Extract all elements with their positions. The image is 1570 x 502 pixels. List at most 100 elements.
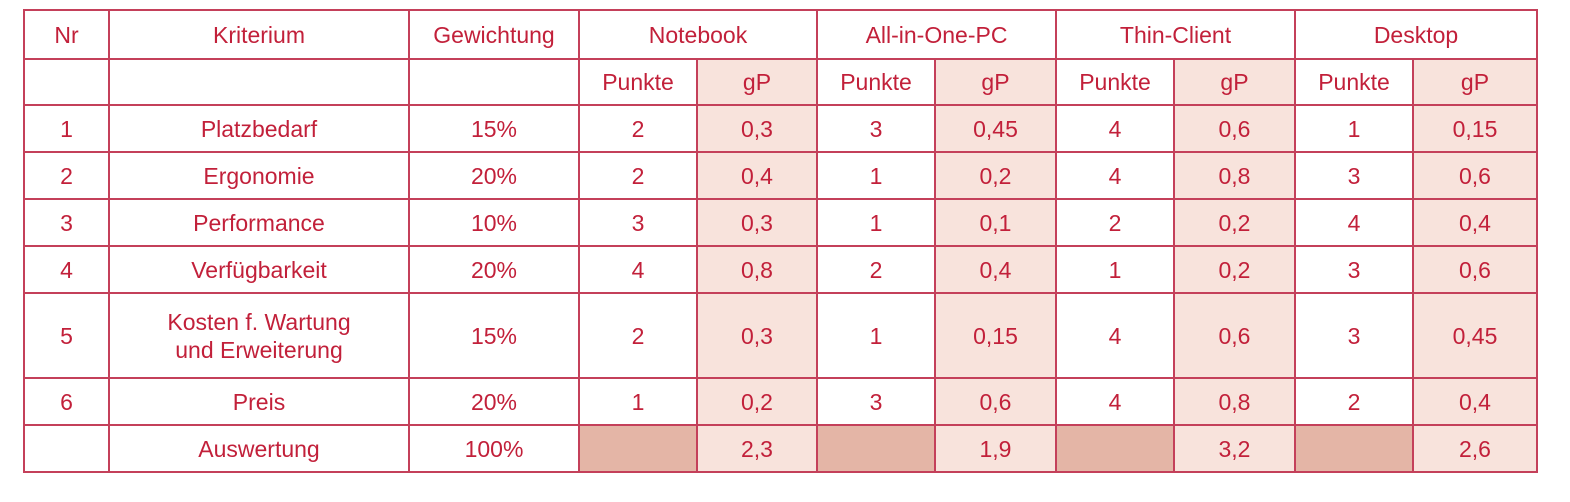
cell-gp: 0,15 bbox=[1412, 104, 1538, 153]
subheader-row: Punkte gP Punkte gP Punkte gP Punkte gP bbox=[23, 58, 1538, 106]
cell-punkte: 4 bbox=[1294, 198, 1414, 247]
row-gewichtung: 15% bbox=[408, 104, 580, 153]
cell-punkte: 2 bbox=[1294, 377, 1414, 426]
total-nr-empty bbox=[23, 424, 110, 473]
cell-punkte: 3 bbox=[578, 198, 698, 247]
total-gp: 3,2 bbox=[1173, 424, 1296, 473]
row-gewichtung: 10% bbox=[408, 198, 580, 247]
total-gp: 2,6 bbox=[1412, 424, 1538, 473]
subheader-punkte: Punkte bbox=[578, 58, 698, 106]
cell-gp: 0,15 bbox=[934, 292, 1057, 379]
cell-punkte: 1 bbox=[816, 198, 936, 247]
subheader-gp: gP bbox=[696, 58, 818, 106]
cell-punkte: 4 bbox=[1055, 377, 1175, 426]
row-gewichtung: 15% bbox=[408, 292, 580, 379]
header-option-all-in-one: All-in-One-PC bbox=[816, 9, 1057, 60]
row-gewichtung: 20% bbox=[408, 377, 580, 426]
header-nr: Nr bbox=[23, 9, 110, 60]
row-kriterium: Verfügbarkeit bbox=[108, 245, 410, 294]
row-kriterium: Platzbedarf bbox=[108, 104, 410, 153]
subheader-gp: gP bbox=[1173, 58, 1296, 106]
cell-gp: 0,2 bbox=[1173, 245, 1296, 294]
subheader-punkte: Punkte bbox=[1294, 58, 1414, 106]
row-kriterium: Kosten f. Wartung und Erweiterung bbox=[108, 292, 410, 379]
subheader-empty bbox=[408, 58, 580, 106]
subheader-punkte: Punkte bbox=[816, 58, 936, 106]
total-punkte-empty bbox=[1055, 424, 1175, 473]
cell-punkte: 4 bbox=[1055, 292, 1175, 379]
cell-punkte: 2 bbox=[578, 151, 698, 200]
total-gp: 1,9 bbox=[934, 424, 1057, 473]
cell-punkte: 2 bbox=[578, 104, 698, 153]
total-punkte-empty bbox=[578, 424, 698, 473]
cell-gp: 0,3 bbox=[696, 198, 818, 247]
cell-gp: 0,45 bbox=[934, 104, 1057, 153]
cell-punkte: 1 bbox=[578, 377, 698, 426]
header-row: Nr Kriterium Gewichtung Notebook All-in-… bbox=[23, 9, 1538, 60]
cell-gp: 0,8 bbox=[696, 245, 818, 294]
table-row: 1 Platzbedarf 15% 2 0,3 3 0,45 4 0,6 1 0… bbox=[23, 104, 1538, 153]
cell-gp: 0,4 bbox=[696, 151, 818, 200]
cell-gp: 0,8 bbox=[1173, 377, 1296, 426]
header-option-desktop: Desktop bbox=[1294, 9, 1538, 60]
row-gewichtung: 20% bbox=[408, 151, 580, 200]
cell-gp: 0,2 bbox=[1173, 198, 1296, 247]
row-kriterium: Ergonomie bbox=[108, 151, 410, 200]
cell-gp: 0,1 bbox=[934, 198, 1057, 247]
cell-gp: 0,6 bbox=[934, 377, 1057, 426]
cell-gp: 0,4 bbox=[1412, 198, 1538, 247]
row-kriterium-line1: Kosten f. Wartung bbox=[167, 308, 351, 335]
cell-punkte: 1 bbox=[816, 151, 936, 200]
table-wrapper: Nr Kriterium Gewichtung Notebook All-in-… bbox=[23, 9, 1538, 473]
table-row: 2 Ergonomie 20% 2 0,4 1 0,2 4 0,8 3 0,6 bbox=[23, 151, 1538, 200]
cell-gp: 0,6 bbox=[1173, 292, 1296, 379]
cell-gp: 0,45 bbox=[1412, 292, 1538, 379]
cell-punkte: 3 bbox=[1294, 245, 1414, 294]
row-kriterium-line2: und Erweiterung bbox=[175, 336, 343, 363]
cell-gp: 0,4 bbox=[1412, 377, 1538, 426]
row-nr: 3 bbox=[23, 198, 110, 247]
cell-punkte: 3 bbox=[816, 104, 936, 153]
cell-punkte: 1 bbox=[1294, 104, 1414, 153]
row-gewichtung: 20% bbox=[408, 245, 580, 294]
decision-matrix-table: Nr Kriterium Gewichtung Notebook All-in-… bbox=[23, 9, 1538, 473]
cell-gp: 0,8 bbox=[1173, 151, 1296, 200]
subheader-punkte: Punkte bbox=[1055, 58, 1175, 106]
row-kriterium: Performance bbox=[108, 198, 410, 247]
row-nr: 4 bbox=[23, 245, 110, 294]
total-punkte-empty bbox=[1294, 424, 1414, 473]
subheader-gp: gP bbox=[1412, 58, 1538, 106]
row-nr: 1 bbox=[23, 104, 110, 153]
header-option-thin-client: Thin-Client bbox=[1055, 9, 1296, 60]
cell-punkte: 3 bbox=[1294, 292, 1414, 379]
cell-punkte: 2 bbox=[1055, 198, 1175, 247]
row-nr: 2 bbox=[23, 151, 110, 200]
total-gewichtung: 100% bbox=[408, 424, 580, 473]
cell-gp: 0,3 bbox=[696, 104, 818, 153]
subheader-empty bbox=[108, 58, 410, 106]
cell-punkte: 2 bbox=[816, 245, 936, 294]
cell-gp: 0,6 bbox=[1412, 245, 1538, 294]
cell-punkte: 3 bbox=[816, 377, 936, 426]
row-nr: 6 bbox=[23, 377, 110, 426]
table-row: 6 Preis 20% 1 0,2 3 0,6 4 0,8 2 0,4 bbox=[23, 377, 1538, 426]
header-kriterium: Kriterium bbox=[108, 9, 410, 60]
cell-gp: 0,6 bbox=[1173, 104, 1296, 153]
row-nr: 5 bbox=[23, 292, 110, 379]
table-row: 5 Kosten f. Wartung und Erweiterung 15% … bbox=[23, 292, 1538, 379]
total-label: Auswertung bbox=[108, 424, 410, 473]
cell-gp: 0,2 bbox=[696, 377, 818, 426]
cell-gp: 0,6 bbox=[1412, 151, 1538, 200]
total-punkte-empty bbox=[816, 424, 936, 473]
table-row: 4 Verfügbarkeit 20% 4 0,8 2 0,4 1 0,2 3 … bbox=[23, 245, 1538, 294]
cell-punkte: 4 bbox=[1055, 104, 1175, 153]
cell-gp: 0,4 bbox=[934, 245, 1057, 294]
cell-punkte: 4 bbox=[578, 245, 698, 294]
subheader-empty bbox=[23, 58, 110, 106]
row-kriterium: Preis bbox=[108, 377, 410, 426]
header-gewichtung: Gewichtung bbox=[408, 9, 580, 60]
total-gp: 2,3 bbox=[696, 424, 818, 473]
cell-gp: 0,2 bbox=[934, 151, 1057, 200]
header-option-notebook: Notebook bbox=[578, 9, 818, 60]
subheader-gp: gP bbox=[934, 58, 1057, 106]
